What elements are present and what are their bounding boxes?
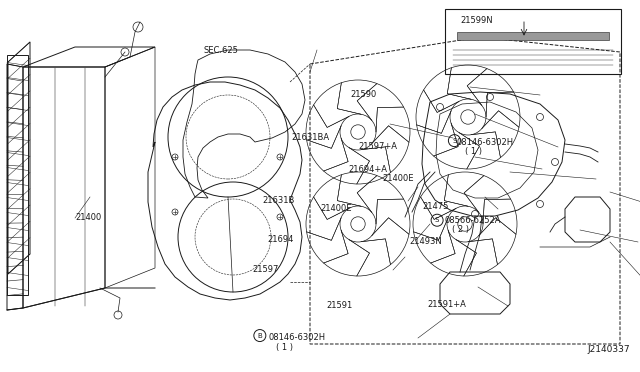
Text: 21591+A: 21591+A bbox=[428, 300, 467, 309]
Text: 21591: 21591 bbox=[326, 301, 353, 310]
Text: ( 1 ): ( 1 ) bbox=[465, 147, 482, 156]
Bar bbox=[445, 9, 621, 74]
Text: 21597: 21597 bbox=[253, 265, 279, 274]
Bar bbox=[457, 32, 609, 40]
Text: 08146-6302H: 08146-6302H bbox=[269, 333, 326, 342]
Text: 21597+A: 21597+A bbox=[358, 142, 397, 151]
Text: ( 1 ): ( 1 ) bbox=[276, 343, 294, 352]
Text: S: S bbox=[435, 217, 439, 223]
Text: 21694+A: 21694+A bbox=[349, 165, 388, 174]
Text: S: S bbox=[452, 138, 456, 144]
Text: 21475: 21475 bbox=[422, 202, 449, 211]
Text: 21400E: 21400E bbox=[320, 204, 351, 213]
Text: 21590: 21590 bbox=[351, 90, 377, 99]
Text: J2140337: J2140337 bbox=[588, 345, 630, 354]
Text: 21631B: 21631B bbox=[262, 196, 295, 205]
Text: 21631BA: 21631BA bbox=[291, 133, 330, 142]
Text: 08146-6302H: 08146-6302H bbox=[457, 138, 514, 147]
Text: B: B bbox=[257, 333, 262, 339]
Text: 21694: 21694 bbox=[268, 235, 294, 244]
Text: ( 2 ): ( 2 ) bbox=[452, 225, 470, 234]
Text: 21400: 21400 bbox=[76, 213, 102, 222]
Text: 21493N: 21493N bbox=[410, 237, 442, 246]
Text: 21599N: 21599N bbox=[461, 16, 493, 25]
Text: 21400E: 21400E bbox=[383, 174, 414, 183]
Text: 08566-6252A: 08566-6252A bbox=[445, 216, 501, 225]
Text: SEC.625: SEC.625 bbox=[204, 46, 238, 55]
